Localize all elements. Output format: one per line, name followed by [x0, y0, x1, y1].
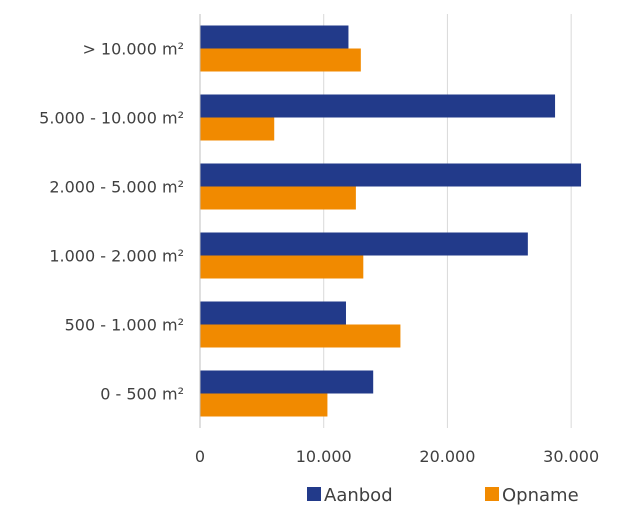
x-tick-label: 30.000 — [543, 447, 599, 466]
category-labels: > 10.000 m² 5.000 - 10.000 m² 2.000 - 5.00… — [39, 40, 184, 404]
category-label: 500 - 1.000 m² — [65, 316, 184, 335]
bar-aanbod — [200, 94, 556, 118]
bar-opname — [200, 48, 361, 72]
bar-aanbod — [200, 232, 528, 256]
bars — [200, 25, 582, 417]
x-tick-labels: 0 10.000 20.000 30.000 — [195, 447, 599, 466]
bar-opname — [200, 324, 401, 348]
legend-label: Opname — [502, 485, 579, 506]
x-tick-label: 20.000 — [419, 447, 475, 466]
x-tick-label: 0 — [195, 447, 205, 466]
bar-opname — [200, 393, 328, 417]
legend-item-aanbod: Aanbod — [307, 485, 393, 506]
category-label: 1.000 - 2.000 m² — [49, 247, 184, 266]
legend-swatch — [307, 487, 321, 501]
category-label: 2.000 - 5.000 m² — [49, 178, 184, 197]
bar-aanbod — [200, 25, 349, 49]
bar-aanbod — [200, 370, 374, 394]
legend-swatch — [485, 487, 499, 501]
legend: Aanbod Opname — [307, 485, 579, 506]
category-label: 0 - 500 m² — [100, 385, 184, 404]
bar-aanbod — [200, 163, 582, 187]
legend-item-opname: Opname — [485, 485, 579, 506]
legend-label: Aanbod — [324, 485, 393, 506]
bar-opname — [200, 117, 275, 141]
category-label: 5.000 - 10.000 m² — [39, 109, 184, 128]
bar-opname — [200, 255, 364, 279]
bar-aanbod — [200, 301, 346, 325]
category-label: > 10.000 m² — [82, 40, 184, 59]
bar-opname — [200, 186, 356, 210]
x-tick-label: 10.000 — [296, 447, 352, 466]
gridlines — [323, 14, 572, 428]
